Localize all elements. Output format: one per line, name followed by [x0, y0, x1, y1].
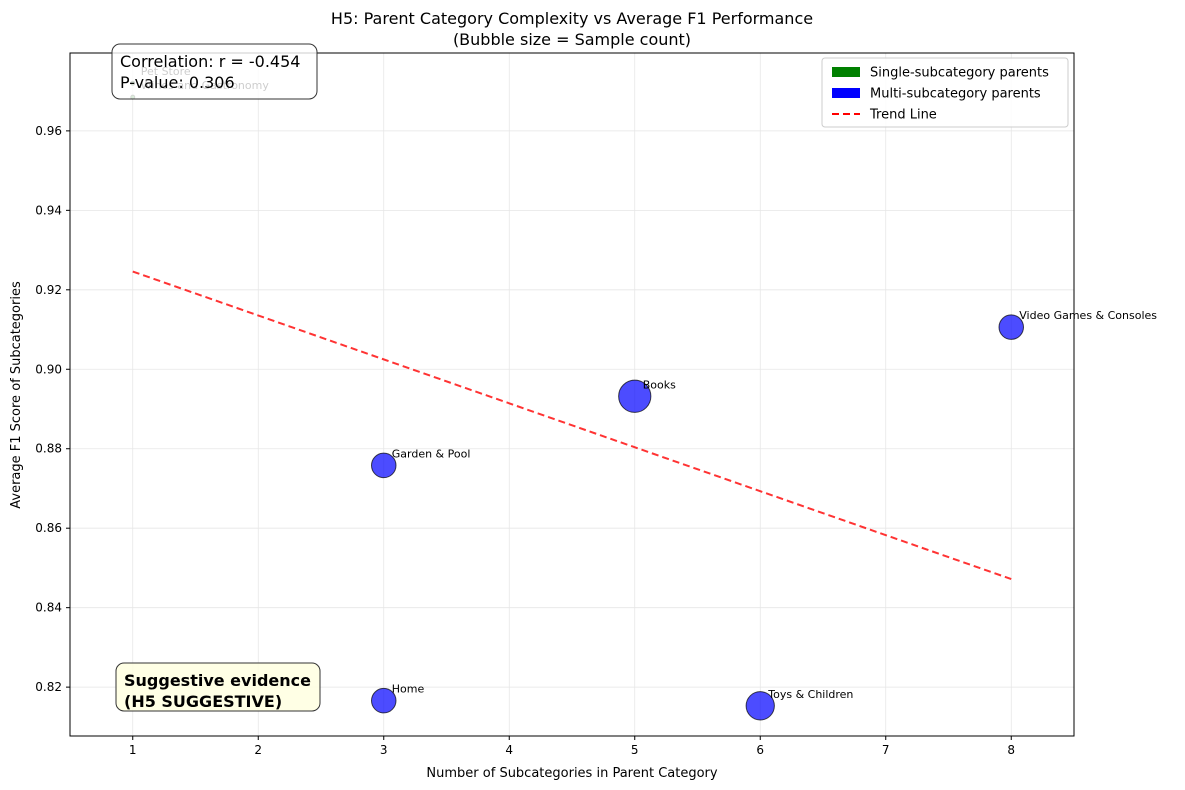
x-axis-label: Number of Subcategories in Parent Catego… — [426, 766, 717, 781]
point-label: Video Games & Consoles — [1019, 309, 1157, 322]
y-tick-label: 0.88 — [35, 442, 62, 456]
x-tick-label: 7 — [882, 743, 890, 757]
trend-line — [132, 270, 1012, 581]
bubble — [371, 452, 397, 479]
y-tick-label: 0.96 — [35, 124, 62, 138]
legend-box — [821, 57, 1069, 128]
annotation-text: Correlation: r = -0.454 — [120, 52, 300, 71]
chart-subtitle: (Bubble size = Sample count) — [453, 30, 691, 49]
x-tick-label: 8 — [1007, 743, 1015, 757]
x-tick-label: 6 — [756, 743, 764, 757]
legend-swatch — [832, 88, 860, 98]
point-label: Toys & Children — [767, 688, 853, 701]
y-tick-label: 0.90 — [35, 362, 62, 376]
y-axis-label: Average F1 Score of Subcategories — [9, 281, 24, 509]
point-label: Home — [392, 683, 425, 696]
bubble — [745, 691, 775, 721]
annotation-text: Suggestive evidence — [124, 671, 311, 690]
point-label: Garden & Pool — [392, 447, 471, 460]
bubble — [618, 379, 652, 413]
annotation-box — [111, 43, 318, 100]
legend-label: Single-subcategory parents — [870, 66, 1049, 81]
y-tick-label: 0.84 — [35, 601, 62, 615]
annotation-box — [115, 662, 321, 712]
bubble — [998, 314, 1024, 340]
y-tick-label: 0.92 — [35, 283, 62, 297]
y-tick-label: 0.82 — [35, 680, 62, 694]
point-label: Books — [643, 378, 676, 391]
x-tick-label: 4 — [505, 743, 513, 757]
y-tick-label: 0.94 — [35, 203, 62, 217]
legend-swatch — [832, 67, 860, 77]
chart-title: H5: Parent Category Complexity vs Averag… — [331, 9, 813, 28]
y-tick-label: 0.86 — [35, 521, 62, 535]
x-tick-label: 2 — [254, 743, 262, 757]
legend-label: Multi-subcategory parents — [870, 87, 1041, 102]
bubble — [371, 687, 397, 714]
annotation-text: P-value: 0.306 — [120, 73, 235, 92]
plot-frame — [69, 52, 1075, 737]
x-tick-label: 1 — [129, 743, 137, 757]
annotation-text: (H5 SUGGESTIVE) — [124, 692, 282, 711]
legend-label: Trend Line — [869, 108, 937, 123]
x-tick-label: 5 — [631, 743, 639, 757]
x-tick-label: 3 — [380, 743, 388, 757]
legend: Single-subcategory parents Multi-subcateg… — [821, 57, 1069, 128]
